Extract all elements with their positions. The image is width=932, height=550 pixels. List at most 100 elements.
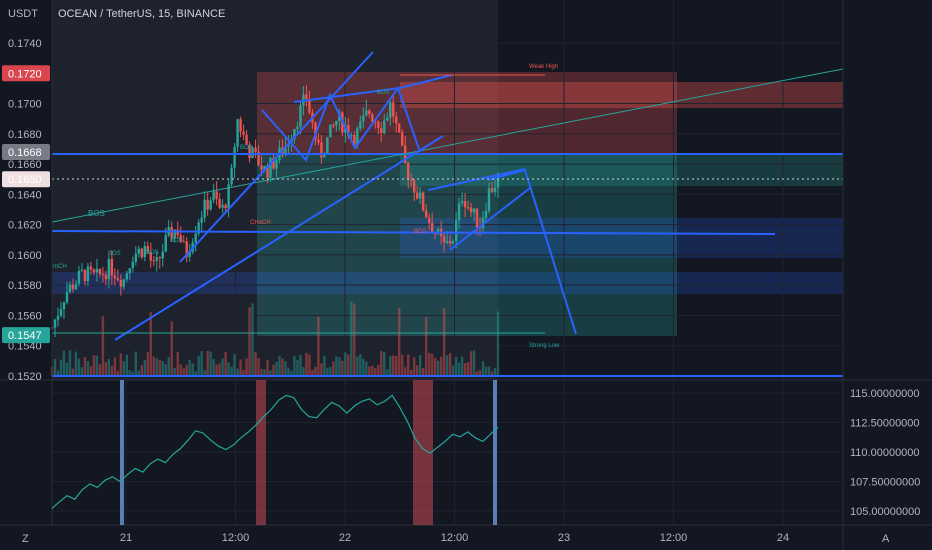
candle-body bbox=[98, 268, 102, 275]
time-axis[interactable]: 21 12:00 22 12:00 23 12:00 24 bbox=[120, 532, 789, 544]
volume-bar bbox=[472, 350, 476, 376]
bos-label-2: BOS bbox=[108, 251, 121, 257]
volume-bar bbox=[266, 360, 269, 376]
osc-highlight-bar-1 bbox=[120, 380, 124, 525]
bos-label-4: BOS bbox=[170, 238, 183, 244]
symbol-title[interactable]: OCEAN / TetherUS, 15, BINANCE bbox=[58, 8, 225, 20]
candle-body bbox=[407, 163, 410, 180]
volume-bar bbox=[374, 368, 377, 376]
volume-bar bbox=[380, 351, 383, 376]
candle-body bbox=[398, 123, 401, 133]
candle-body bbox=[230, 167, 233, 185]
candle-body bbox=[448, 240, 452, 244]
horizontal-line-0.1615[interactable] bbox=[51, 230, 776, 235]
volume-bar bbox=[263, 369, 266, 376]
candle-body bbox=[401, 132, 404, 146]
candle-body bbox=[68, 284, 72, 293]
volume-bar bbox=[445, 355, 449, 376]
volume-bar bbox=[368, 366, 371, 376]
volume-bar bbox=[257, 358, 260, 376]
candle-body bbox=[493, 187, 497, 192]
demand-zone bbox=[257, 154, 677, 336]
oscillator-axis[interactable]: 115.00000000 112.50000000 110.00000000 107.… bbox=[850, 388, 920, 518]
channel-top-ext[interactable] bbox=[399, 74, 453, 89]
trendline-support[interactable] bbox=[114, 135, 444, 341]
candle-body bbox=[116, 278, 120, 280]
price-tick-label: 0.1620 bbox=[8, 220, 42, 232]
candle-body bbox=[224, 204, 227, 209]
volume-bar bbox=[164, 363, 167, 376]
volume-bar bbox=[272, 364, 275, 376]
volume-bar bbox=[317, 316, 320, 376]
volume-bar bbox=[230, 366, 233, 376]
volume-bar bbox=[490, 371, 494, 376]
volume-bar bbox=[466, 362, 470, 376]
channel-top[interactable] bbox=[293, 87, 401, 103]
volume-bar bbox=[218, 363, 221, 376]
candle-body bbox=[296, 126, 299, 130]
candle-body bbox=[320, 142, 323, 158]
auto-scale-button[interactable]: A bbox=[882, 533, 890, 545]
volume-bar bbox=[65, 362, 69, 376]
candle-body bbox=[284, 146, 287, 156]
candle-body bbox=[95, 268, 99, 273]
volume-bars bbox=[50, 301, 500, 376]
volume-bar bbox=[224, 351, 227, 376]
timezone-toggle-button[interactable]: Z bbox=[22, 533, 29, 545]
volume-bar bbox=[356, 356, 359, 376]
choch-label: CHoCH bbox=[250, 220, 271, 226]
candle-body bbox=[350, 134, 353, 136]
volume-bar bbox=[311, 369, 314, 376]
weak-high-label: Weak High bbox=[529, 64, 558, 70]
candle-body bbox=[173, 229, 176, 239]
volume-bar bbox=[323, 355, 326, 376]
price-tick-label: 0.1680 bbox=[8, 129, 42, 141]
volume-bar bbox=[119, 353, 123, 376]
volume-bar bbox=[137, 370, 141, 376]
volume-bar bbox=[338, 357, 341, 376]
candle-body bbox=[53, 319, 57, 328]
wedge-top[interactable] bbox=[427, 168, 526, 191]
volume-bar bbox=[389, 356, 392, 376]
candle-body bbox=[164, 235, 167, 252]
candle-body bbox=[206, 199, 209, 210]
volume-bar bbox=[442, 307, 446, 376]
candle-body bbox=[137, 248, 141, 254]
volume-bar bbox=[179, 364, 182, 376]
zigzag-pattern[interactable] bbox=[261, 85, 421, 162]
volume-bar bbox=[98, 364, 102, 376]
time-tick-label: 21 bbox=[120, 532, 132, 544]
osc-tick-label: 115.00000000 bbox=[850, 388, 920, 400]
candle-body bbox=[107, 258, 111, 280]
trendline-resistance[interactable] bbox=[179, 51, 374, 263]
volume-bar bbox=[113, 357, 117, 376]
volume-bar bbox=[320, 363, 323, 376]
candle-body bbox=[125, 273, 129, 280]
volume-bar bbox=[107, 359, 111, 376]
candle-body bbox=[146, 246, 149, 253]
price-tag-bg bbox=[2, 327, 50, 344]
projection-path[interactable] bbox=[487, 168, 577, 335]
volume-bar bbox=[116, 371, 120, 376]
volume-bar bbox=[101, 316, 105, 376]
candle-body bbox=[418, 192, 422, 199]
candle-body bbox=[436, 228, 440, 233]
candle-body bbox=[377, 121, 380, 129]
volume-bar bbox=[350, 301, 353, 376]
volume-bar bbox=[460, 356, 464, 376]
candle-body bbox=[335, 121, 338, 126]
volume-bar bbox=[149, 311, 152, 376]
volume-bar bbox=[365, 361, 368, 376]
volume-bar bbox=[206, 350, 209, 376]
wedge-bottom[interactable] bbox=[449, 187, 531, 251]
candle-body bbox=[194, 233, 197, 243]
candle-body bbox=[227, 184, 230, 209]
candle-body bbox=[496, 175, 500, 188]
volume-bar bbox=[185, 364, 188, 376]
volume-bar bbox=[454, 356, 458, 376]
volume-bar bbox=[227, 362, 230, 376]
volume-bar bbox=[496, 311, 500, 376]
volume-bar bbox=[143, 360, 146, 376]
price-axis[interactable]: 0.1740 0.1700 0.1680 0.1660 0.1640 0.1620 0.16… bbox=[8, 38, 42, 383]
